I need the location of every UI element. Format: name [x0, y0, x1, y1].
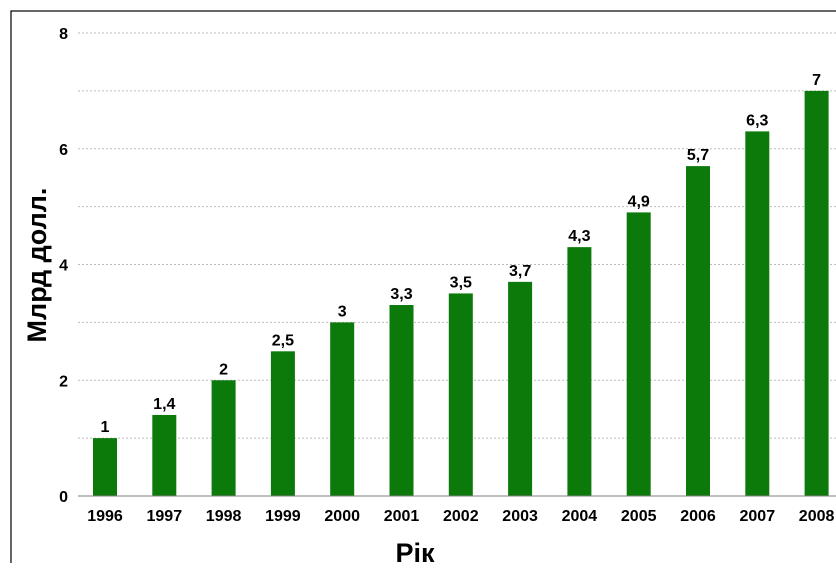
x-axis-title: Рік [395, 538, 435, 563]
bar-2007 [745, 131, 770, 496]
x-tick-label: 2003 [502, 508, 538, 525]
x-tick-label: 2004 [562, 508, 598, 525]
data-label-1997: 1,4 [153, 396, 175, 413]
bar-1999 [270, 351, 295, 496]
x-tick-label: 1999 [265, 508, 301, 525]
bar-2008 [804, 90, 829, 496]
chart-frame [10, 10, 836, 568]
data-label-1998: 2 [219, 361, 228, 378]
y-axis-title: Млрд долл. [22, 188, 52, 343]
x-tick-labels: 1996 1997 1998 1999 2000 2001 2002 2003 2004 2005… [87, 508, 834, 525]
data-label-1996: 1 [101, 419, 110, 436]
y-tick-label: 4 [59, 258, 68, 275]
x-tick-label: 2002 [443, 508, 479, 525]
data-label-2000: 3 [338, 303, 347, 320]
data-label-2006: 5,7 [687, 147, 709, 164]
x-tick-label: 2001 [384, 508, 420, 525]
x-tick-label: 2008 [799, 508, 835, 525]
data-label-2001: 3,3 [390, 286, 412, 303]
bar-2003 [508, 281, 533, 496]
x-tick-label: 1998 [206, 508, 242, 525]
data-label-2007: 6,3 [746, 112, 768, 129]
bar-2000 [330, 322, 355, 496]
x-tick-label: 2007 [740, 508, 776, 525]
data-label-2002: 3,5 [450, 274, 472, 291]
x-tick-label: 2000 [324, 508, 360, 525]
data-label-1999: 2,5 [272, 332, 294, 349]
y-tick-label: 8 [59, 26, 68, 43]
data-labels: 1 1,4 2 2,5 3 3,3 3,5 3,7 4,3 4,9 5,7 6,3 7 [101, 72, 822, 436]
bar-2004 [567, 247, 592, 496]
data-label-2008: 7 [812, 72, 821, 89]
x-tick-label: 2006 [680, 508, 716, 525]
bar-2005 [626, 212, 651, 496]
y-tick-label: 0 [59, 489, 68, 506]
x-tick-label: 1996 [87, 508, 123, 525]
y-tick-label: 6 [59, 142, 68, 159]
bar-1997 [152, 414, 177, 496]
bar-1998 [211, 380, 236, 496]
bar-2002 [448, 293, 473, 496]
data-label-2005: 4,9 [628, 193, 650, 210]
y-tick-labels: 0 2 4 6 8 [59, 26, 68, 506]
bar-1996 [93, 438, 117, 496]
data-label-2003: 3,7 [509, 263, 531, 280]
x-tick-label: 1997 [147, 508, 183, 525]
bar-2006 [686, 166, 710, 497]
y-tick-label: 2 [59, 373, 68, 390]
x-tick-label: 2005 [621, 508, 657, 525]
data-label-2004: 4,3 [568, 228, 590, 245]
bar-2001 [389, 305, 414, 496]
bars [93, 90, 829, 497]
